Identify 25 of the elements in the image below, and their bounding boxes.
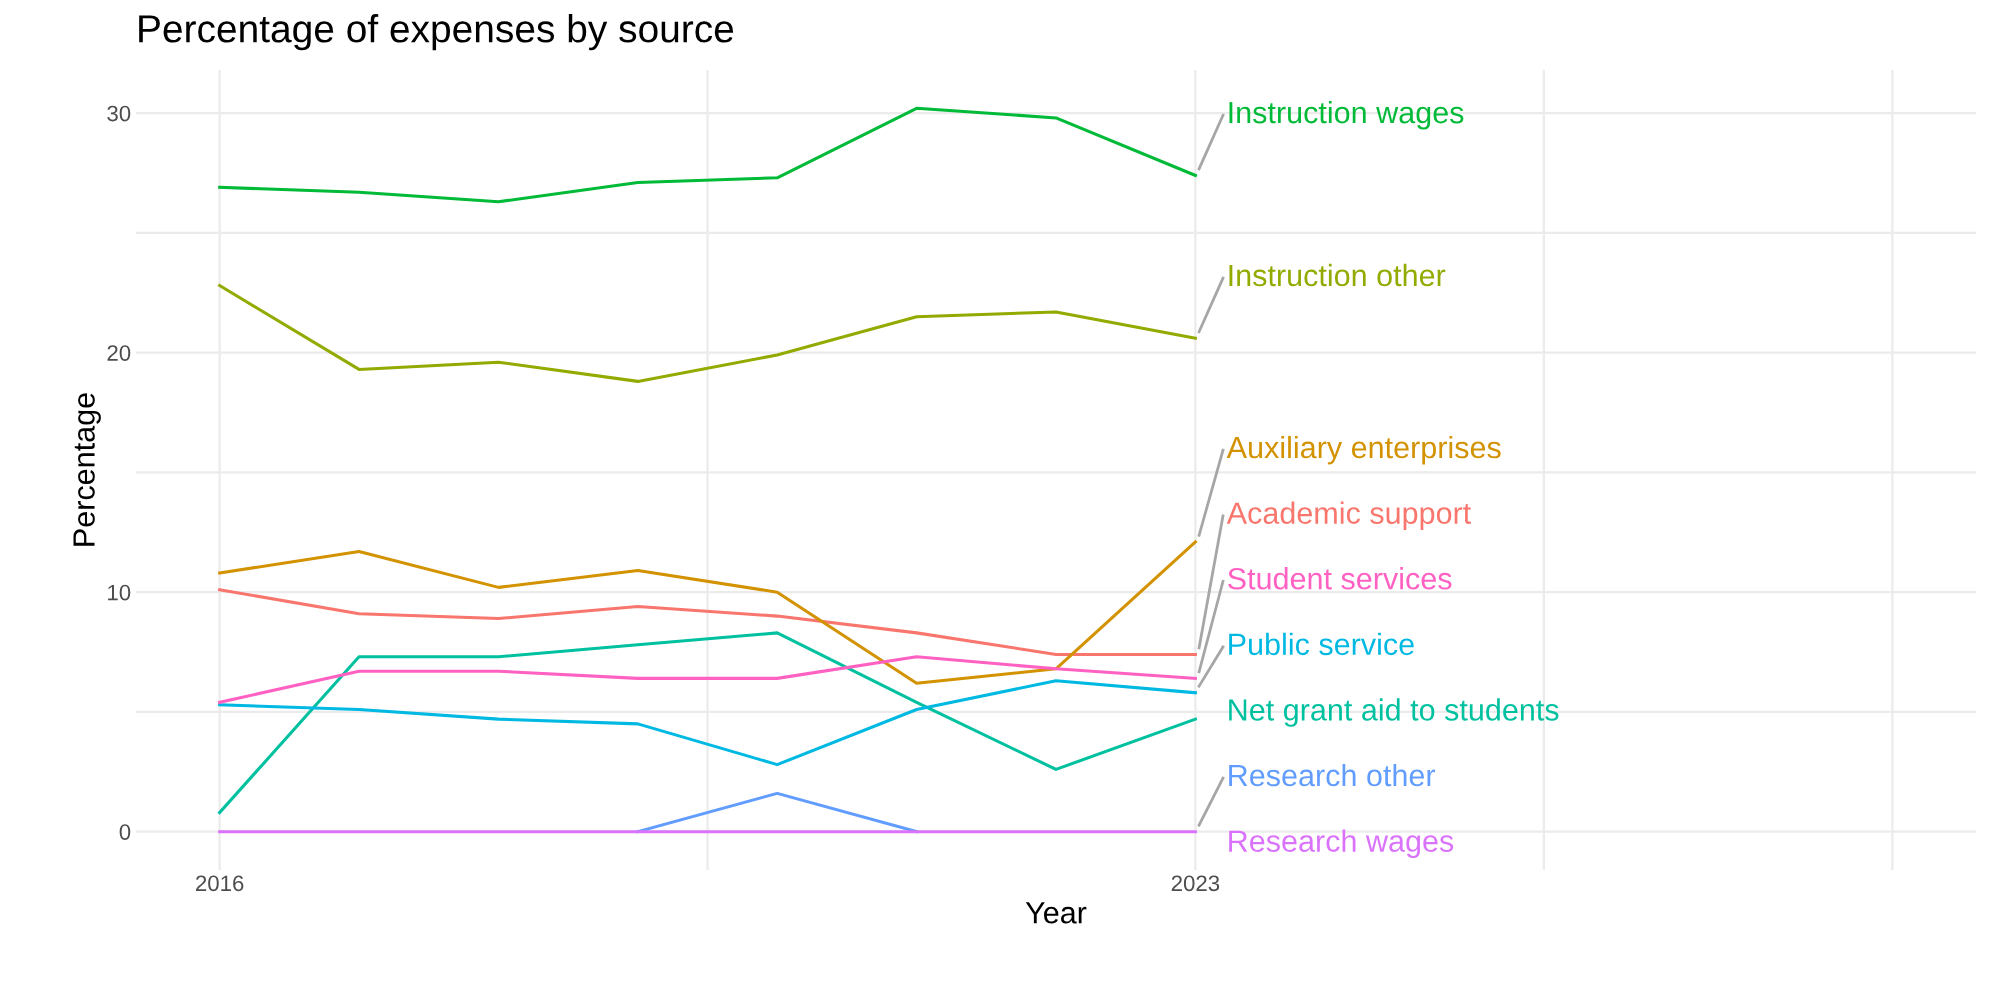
series-label: Instruction wages <box>1229 100 1464 130</box>
line-series <box>218 679 1197 767</box>
series-label: Public service <box>1229 632 1414 656</box>
line-series <box>218 284 1197 383</box>
text: Auxiliary enterprises <box>1226 435 1501 465</box>
line-series <box>218 588 1197 656</box>
series-label: Net grant aid to students <box>1229 698 1559 727</box>
text: Student services <box>1228 567 1452 590</box>
x-tick-label: 2023 <box>1171 875 1220 892</box>
line-series <box>218 631 1197 815</box>
y-tick-label: 10 <box>108 584 131 601</box>
text: Research other <box>1229 763 1436 787</box>
line-series <box>218 655 1197 704</box>
series-label: Research wages <box>1229 829 1454 858</box>
chart-title: Percentage of expenses by source <box>139 14 734 51</box>
text: Instruction other <box>1229 263 1446 287</box>
x-axis-title: Year <box>1025 902 1087 924</box>
y-axis-title: Percentage <box>73 393 101 546</box>
line-series <box>218 540 1197 685</box>
text: Academic support <box>1226 501 1472 530</box>
y-tick-label: 20 <box>107 345 131 361</box>
x-tick-label: 2016 <box>196 875 244 892</box>
y-tick-label: 0 <box>119 824 131 840</box>
line-series <box>218 106 1197 204</box>
y-tick-label: 30 <box>107 105 131 122</box>
